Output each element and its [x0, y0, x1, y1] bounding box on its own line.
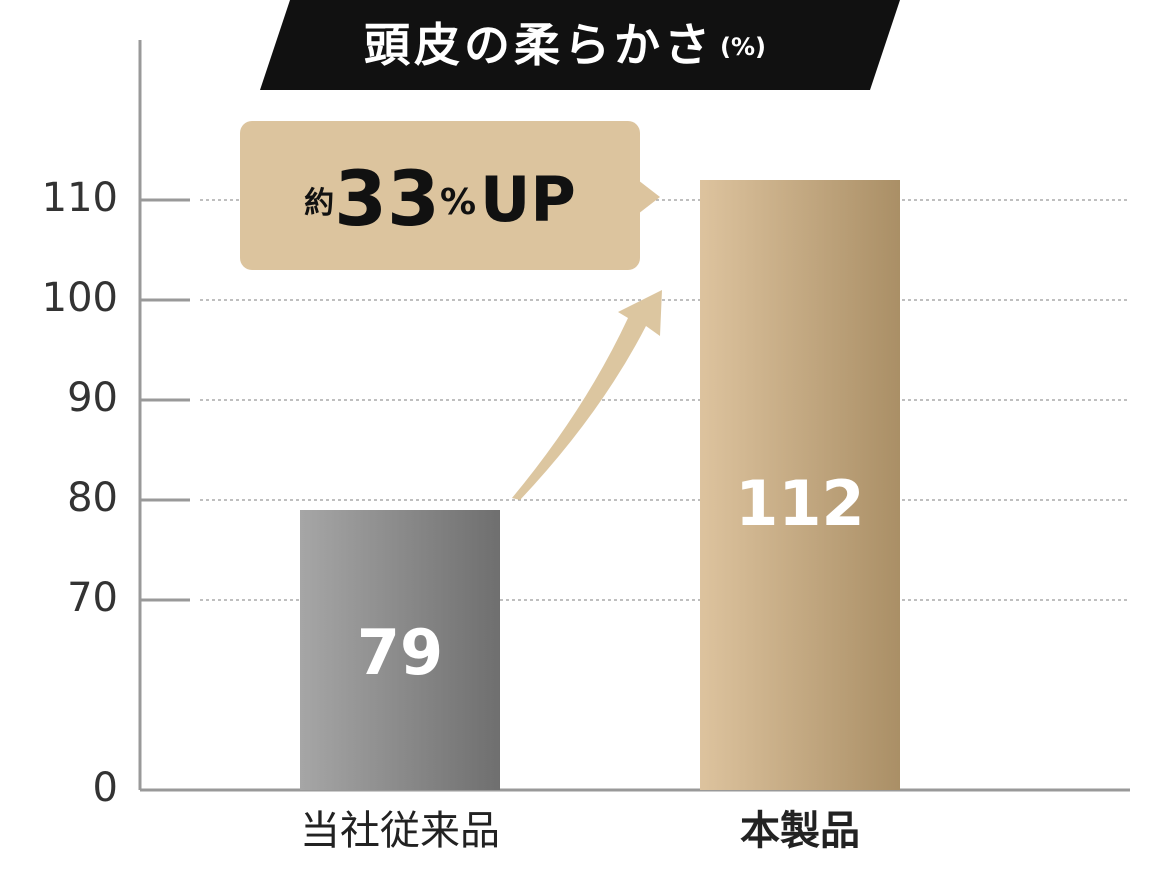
title-text: 頭皮の柔らかさ [364, 18, 714, 72]
callout-suffix: UP [480, 163, 576, 236]
y-tick-label: 80 [67, 475, 118, 521]
plot-area: 0 70 80 90 100 110 79 当社従来品 112 本製品 [42, 40, 1130, 854]
title-banner [260, 0, 900, 90]
y-tick-label: 90 [67, 375, 118, 421]
x-tick-label: 本製品 [740, 808, 860, 854]
y-tick-label: 0 [93, 765, 118, 811]
callout-text: 約33%UP [304, 154, 576, 243]
y-tick-label: 110 [42, 175, 118, 221]
chart-title: 頭皮の柔らかさ (%) [364, 18, 766, 72]
y-tick-label: 100 [42, 275, 118, 321]
y-tick-label: 70 [67, 575, 118, 621]
callout-unit: % [440, 182, 476, 223]
bar [700, 180, 900, 790]
value-label: 79 [357, 616, 443, 689]
callout-number: 33 [334, 154, 440, 243]
increase-arrow [512, 290, 662, 500]
callout-box [240, 121, 640, 270]
bar [300, 510, 500, 790]
callout-pointer [638, 180, 660, 214]
title-unit: (%) [720, 33, 766, 61]
callout-prefix: 約 [304, 186, 334, 221]
value-label: 112 [735, 467, 864, 540]
x-tick-label: 当社従来品 [300, 808, 500, 854]
